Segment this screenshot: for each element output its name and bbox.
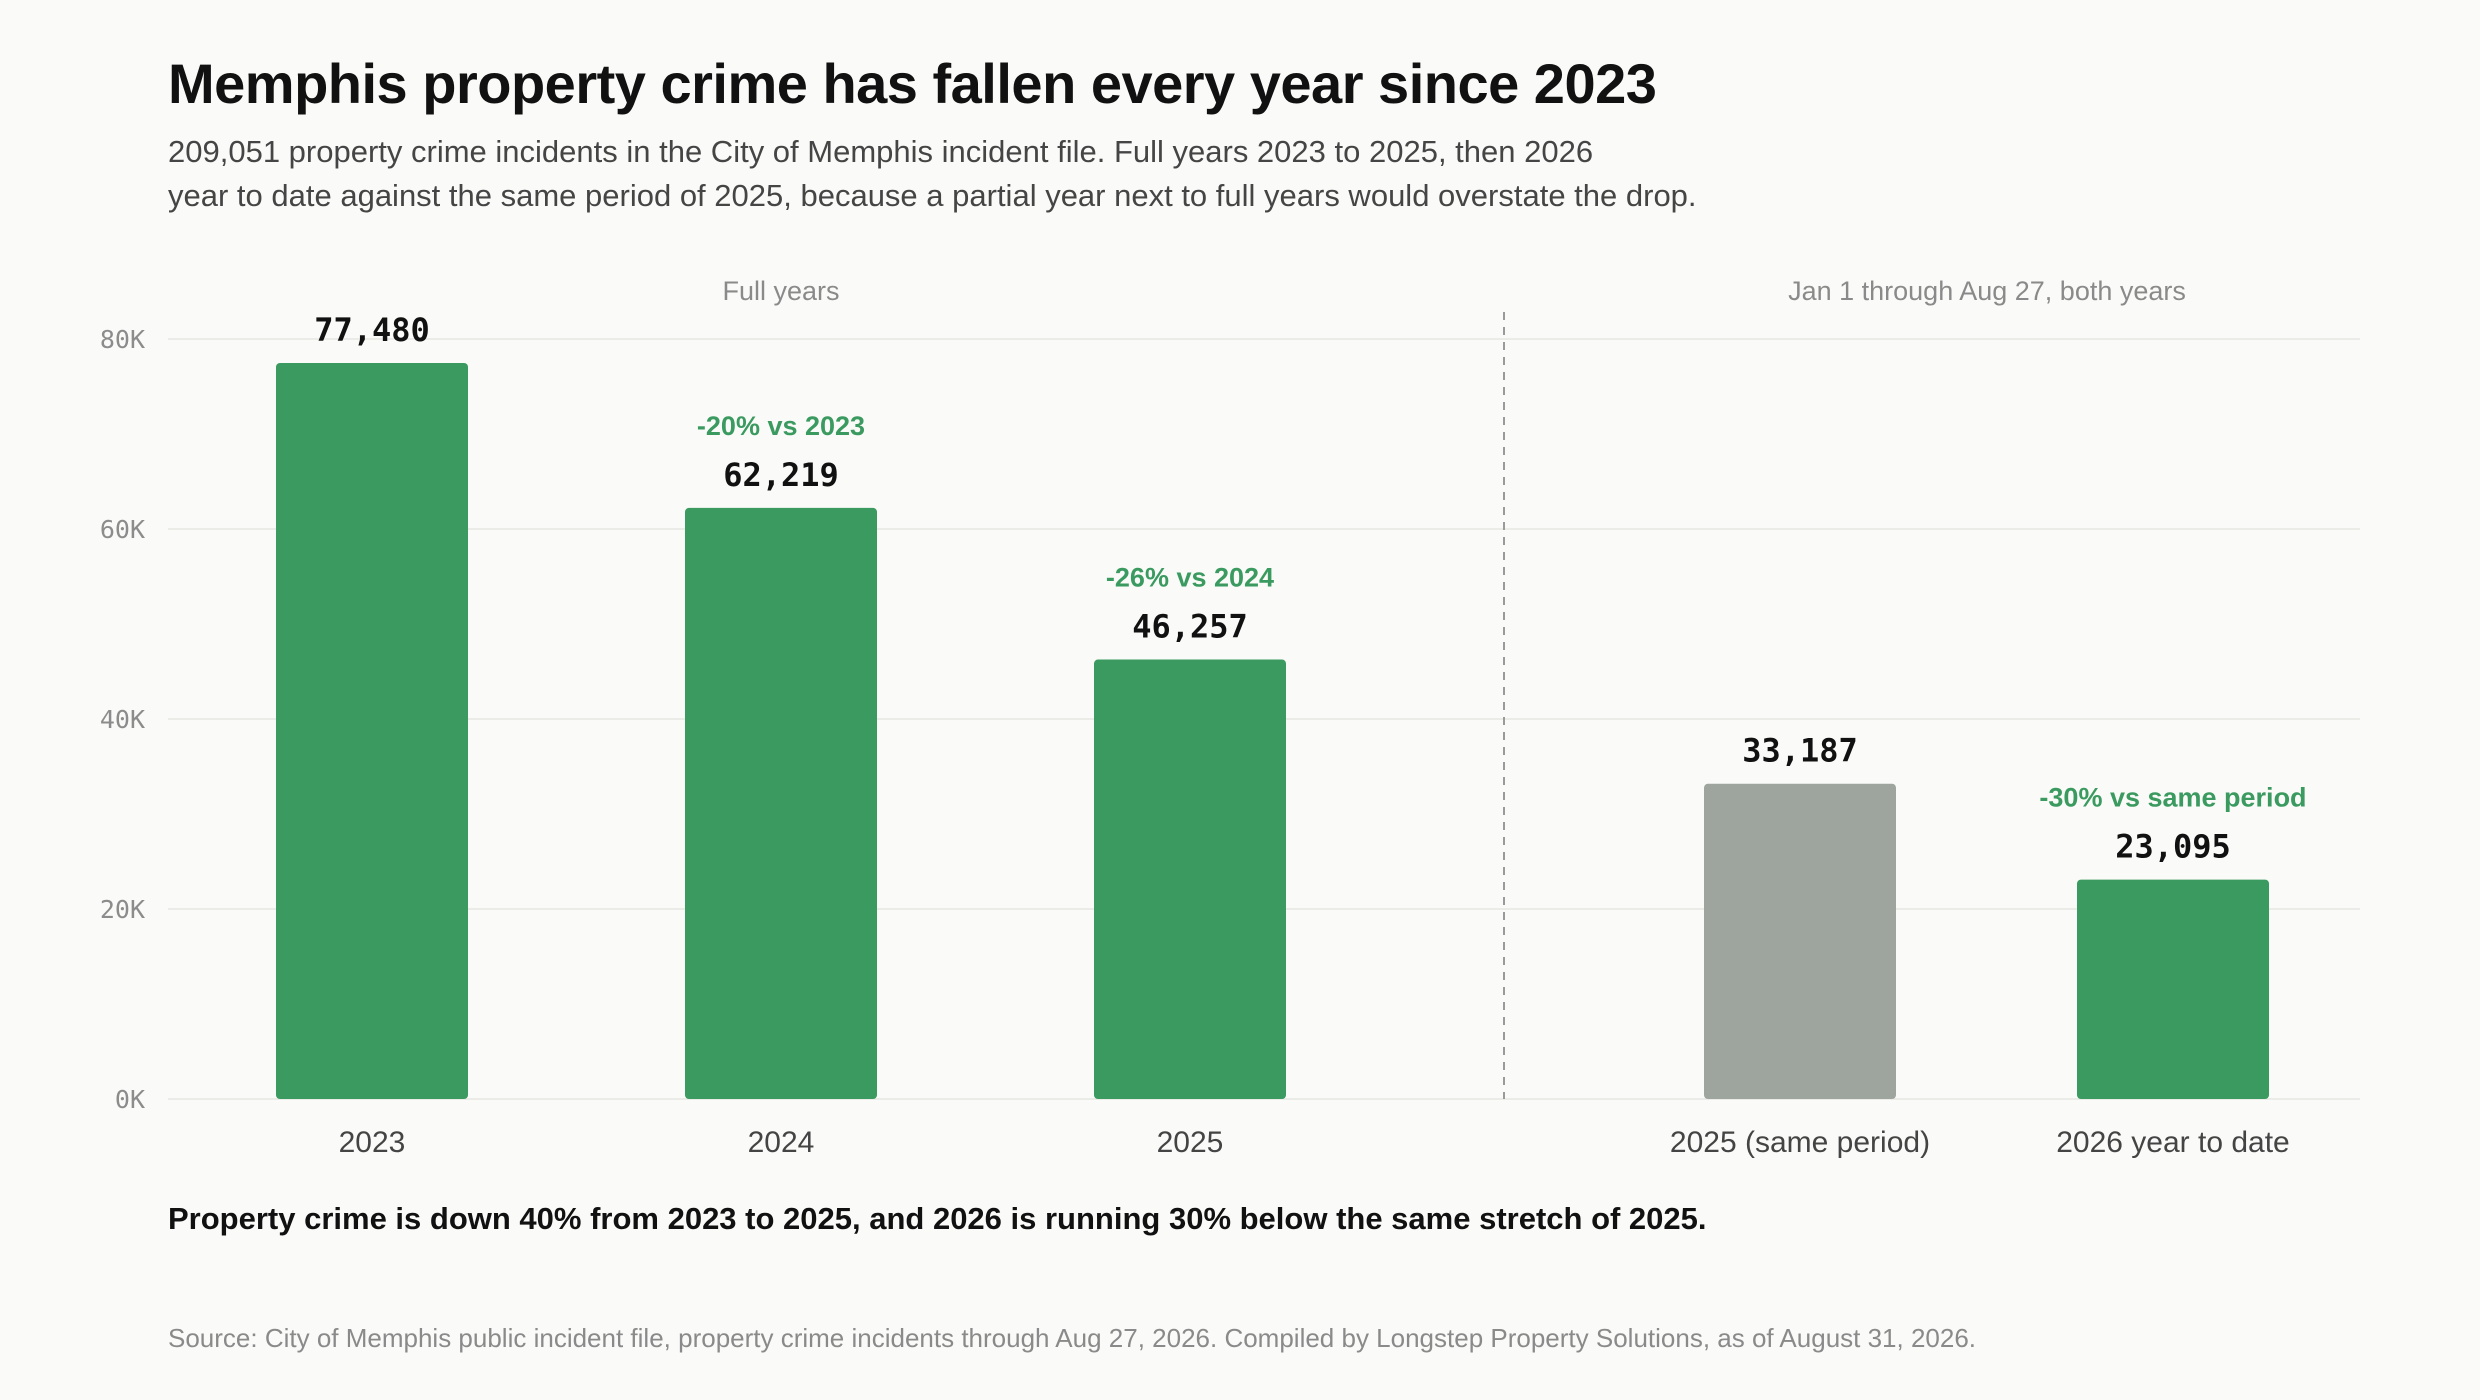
y-tick-label: 80K [100, 325, 145, 354]
bar-value-label: 62,219 [723, 456, 839, 494]
x-tick-label: 2023 [339, 1126, 406, 1159]
y-tick-label: 20K [100, 895, 145, 924]
x-tick-label: 2025 [1157, 1126, 1224, 1159]
bar-value-label: 33,187 [1742, 732, 1858, 770]
chart-title: Memphis property crime has fallen every … [168, 52, 1657, 115]
bar [1704, 783, 1896, 1099]
bar-value-label: 23,095 [2115, 828, 2231, 866]
bar [2077, 879, 2269, 1099]
change-label: -26% vs 2024 [1106, 563, 1274, 593]
takeaway-text: Property crime is down 40% from 2023 to … [168, 1201, 1707, 1236]
bar [685, 507, 877, 1099]
y-tick-label: 40K [100, 705, 145, 734]
y-tick-label: 0K [115, 1085, 145, 1114]
panel-label: Jan 1 through Aug 27, both years [1788, 276, 2186, 306]
bar [276, 362, 468, 1099]
bar-value-label: 46,257 [1132, 608, 1248, 646]
x-tick-label: 2025 (same period) [1670, 1126, 1930, 1159]
bar [1094, 659, 1286, 1099]
change-label: -30% vs same period [2039, 783, 2306, 813]
subtitle-line-1: 209,051 property crime incidents in the … [168, 134, 1594, 169]
bar-value-label: 77,480 [314, 311, 430, 349]
x-tick-label: 2024 [748, 1126, 815, 1159]
x-tick-label: 2026 year to date [2056, 1126, 2290, 1159]
y-tick-label: 60K [100, 515, 145, 544]
panel-label: Full years [722, 276, 839, 306]
source-note: Source: City of Memphis public incident … [168, 1323, 1977, 1353]
subtitle-line-2: year to date against the same period of … [168, 178, 1697, 213]
change-label: -20% vs 2023 [697, 411, 865, 441]
chart-subtitle: 209,051 property crime incidents in the … [168, 130, 1868, 218]
